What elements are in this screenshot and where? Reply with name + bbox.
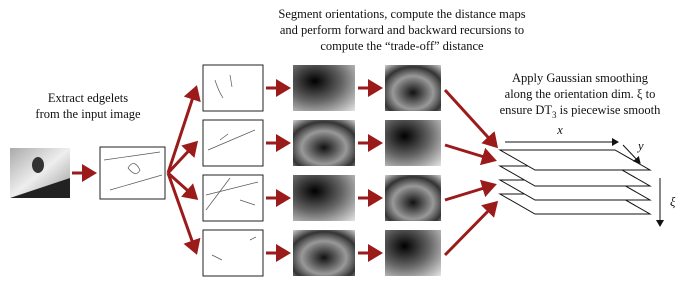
distance-map (293, 230, 355, 276)
caption-text: ensure DT (500, 103, 553, 117)
caption-text: is piecewise smooth (557, 103, 662, 117)
edge-map (203, 65, 263, 111)
top-caption: Segment orientations, compute the distan… (278, 7, 525, 53)
input-image (10, 148, 70, 198)
caption-line: Segment orientations, compute the distan… (278, 7, 525, 21)
right-caption: Apply Gaussian smoothing along the orien… (500, 71, 661, 120)
tradeoff-map (385, 65, 441, 111)
caption-line: compute the “trade-off” distance (320, 39, 484, 53)
orientation-rows (203, 65, 441, 276)
caption-line: and perform forward and backward recursi… (280, 23, 524, 37)
edge-map (203, 230, 263, 276)
tradeoff-map (385, 230, 441, 276)
caption-line: Extract edgelets (48, 91, 128, 105)
distance-map (293, 175, 355, 221)
edge-image (100, 147, 165, 199)
pipeline-diagram: Segment orientations, compute the distan… (0, 0, 686, 285)
edge-map (203, 120, 263, 166)
axis-label: ξ (670, 195, 676, 209)
axis-label: y (636, 139, 644, 153)
stacked-planes: x y ξ (500, 123, 676, 226)
axis-label: x (556, 123, 563, 137)
tradeoff-map (385, 120, 441, 166)
tradeoff-map (385, 175, 441, 221)
converge-arrows (445, 90, 496, 255)
caption-line: from the input image (35, 107, 141, 121)
edge-map (203, 175, 263, 221)
caption-line: along the orientation dim. ξ to (505, 87, 656, 101)
caption-line: ensure DT3 is piecewise smooth (500, 103, 661, 120)
distance-map (293, 120, 355, 166)
fan-arrows (168, 88, 196, 252)
left-caption: Extract edgelets from the input image (35, 91, 141, 121)
distance-map (293, 65, 355, 111)
caption-line: Apply Gaussian smoothing (512, 71, 649, 85)
